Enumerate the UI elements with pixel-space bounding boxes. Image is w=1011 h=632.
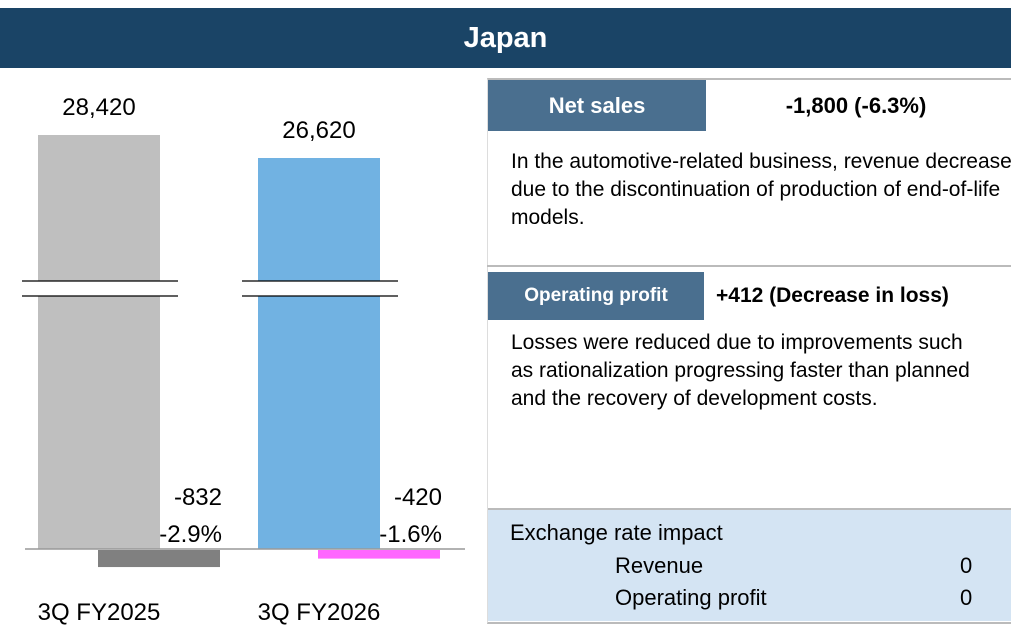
bar bbox=[258, 158, 380, 549]
exchange-title: Exchange rate impact bbox=[510, 520, 723, 545]
margin-label: -1.6% bbox=[379, 521, 442, 548]
net-sales-label: Net sales bbox=[488, 80, 706, 131]
value-label: 28,420 bbox=[62, 94, 135, 121]
label-bg bbox=[160, 465, 222, 549]
value-label: -832 bbox=[174, 484, 222, 511]
bar bbox=[38, 135, 160, 549]
x-tick-label: 3Q FY2026 bbox=[258, 599, 381, 626]
value-label: 26,620 bbox=[282, 117, 355, 144]
exchange-row-value: 0 bbox=[960, 553, 973, 578]
panel bbox=[487, 78, 1011, 624]
axis-break bbox=[242, 281, 398, 296]
exchange-row-label: Operating profit bbox=[615, 585, 767, 610]
label-bg bbox=[380, 465, 442, 549]
op-profit-change: +412 (Decrease in loss) bbox=[716, 284, 949, 307]
exchange-box: Exchange rate impact Revenue 0 Operating… bbox=[488, 508, 1011, 621]
bar bbox=[318, 550, 440, 559]
divider bbox=[487, 265, 1011, 267]
axis-break bbox=[22, 281, 178, 296]
net-sales-change: -1,800 (-6.3%) bbox=[785, 92, 927, 118]
op-profit-label: Operating profit bbox=[488, 272, 704, 320]
net-sales-text: In the automotive-related business, reve… bbox=[511, 150, 1011, 229]
margin-label: -2.9% bbox=[159, 521, 222, 548]
op-profit-text: Losses were reduced due to improvements … bbox=[511, 331, 970, 410]
exchange-row-label: Revenue bbox=[615, 553, 704, 578]
exchange-row-value: 0 bbox=[960, 585, 973, 610]
bar bbox=[98, 550, 220, 568]
header: Japan bbox=[0, 8, 1011, 68]
chart: 28,420 -832 -2.9% 3Q FY2025 26,620 -420 -1.6% 3… bbox=[22, 94, 465, 626]
value-label: -420 bbox=[394, 484, 442, 511]
x-tick-label: 3Q FY2025 bbox=[38, 599, 161, 626]
